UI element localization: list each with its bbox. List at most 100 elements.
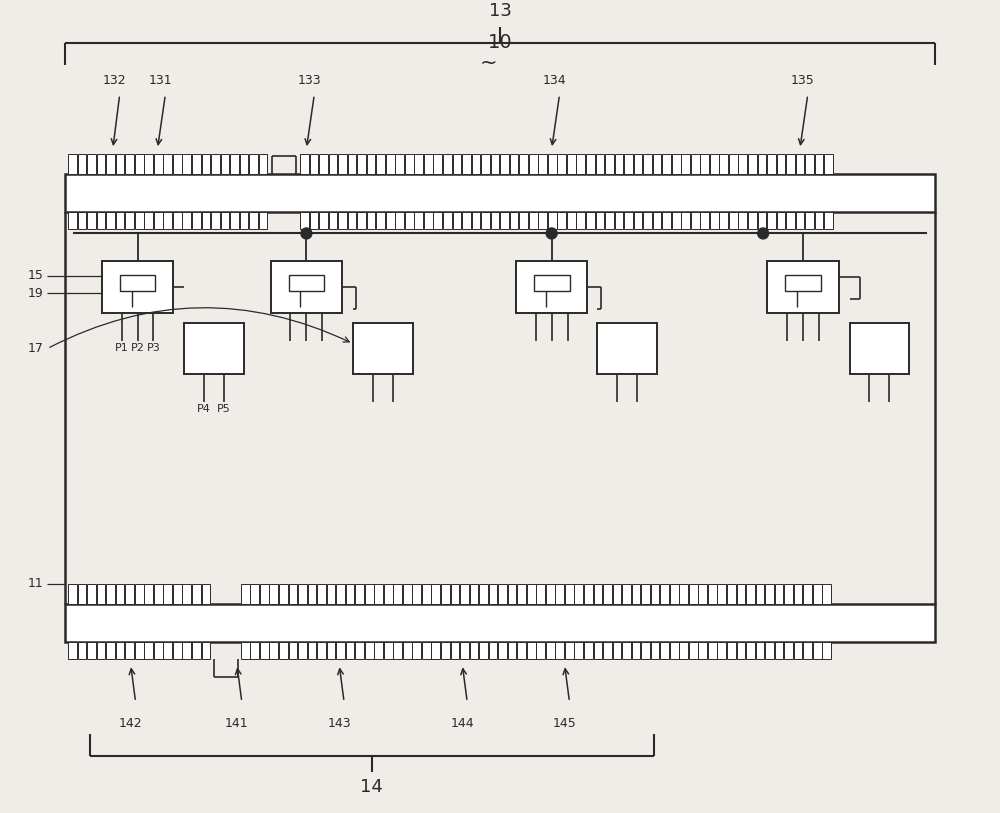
Bar xyxy=(279,584,288,604)
Bar xyxy=(700,211,709,229)
Bar xyxy=(211,211,220,229)
Bar xyxy=(451,584,459,604)
Bar xyxy=(433,211,442,229)
Bar xyxy=(269,584,278,604)
Bar xyxy=(327,641,335,659)
Bar xyxy=(584,641,593,659)
Bar xyxy=(78,584,86,604)
Bar xyxy=(738,154,747,174)
Bar xyxy=(519,211,528,229)
Bar xyxy=(516,261,587,313)
Text: P1: P1 xyxy=(115,342,129,353)
Bar xyxy=(756,584,764,604)
Bar xyxy=(211,154,220,174)
Text: P2: P2 xyxy=(131,342,145,353)
Bar xyxy=(163,641,172,659)
Bar xyxy=(357,211,366,229)
Bar xyxy=(202,154,210,174)
Bar xyxy=(230,154,239,174)
Bar xyxy=(68,584,77,604)
Bar xyxy=(767,154,776,174)
Bar xyxy=(805,154,814,174)
Bar xyxy=(794,584,802,604)
Bar xyxy=(737,584,745,604)
Bar xyxy=(327,584,335,604)
Bar xyxy=(727,584,736,604)
Bar xyxy=(546,641,555,659)
Text: 135: 135 xyxy=(791,74,815,87)
Bar xyxy=(453,154,461,174)
Text: P3: P3 xyxy=(147,342,160,353)
Bar xyxy=(412,641,421,659)
Bar xyxy=(624,211,633,229)
Bar xyxy=(481,211,490,229)
Bar xyxy=(192,641,201,659)
Bar xyxy=(576,211,585,229)
Bar xyxy=(557,154,566,174)
Bar xyxy=(777,154,785,174)
Bar xyxy=(182,154,191,174)
Bar xyxy=(815,154,823,174)
Bar xyxy=(479,584,488,604)
Bar xyxy=(603,584,612,604)
Text: P5: P5 xyxy=(217,404,231,414)
Bar xyxy=(300,154,309,174)
Bar xyxy=(68,641,77,659)
Bar xyxy=(395,154,404,174)
Bar xyxy=(651,584,659,604)
Bar xyxy=(355,584,364,604)
Bar xyxy=(605,154,614,174)
Bar xyxy=(510,211,518,229)
Bar xyxy=(279,641,288,659)
Bar xyxy=(708,584,717,604)
Bar xyxy=(184,323,244,375)
Bar xyxy=(538,154,547,174)
Bar xyxy=(767,211,776,229)
Bar xyxy=(567,154,576,174)
Bar xyxy=(534,275,570,291)
Bar xyxy=(163,211,172,229)
Bar xyxy=(481,154,490,174)
Bar xyxy=(708,641,717,659)
Bar xyxy=(597,323,657,375)
Bar xyxy=(462,211,471,229)
Bar xyxy=(756,641,764,659)
Bar xyxy=(106,584,115,604)
Bar xyxy=(538,211,547,229)
Bar xyxy=(259,154,267,174)
Bar xyxy=(815,211,823,229)
Bar xyxy=(632,641,640,659)
Bar xyxy=(824,154,833,174)
Bar xyxy=(803,584,812,604)
Bar xyxy=(672,211,681,229)
Bar xyxy=(376,211,385,229)
Bar xyxy=(786,154,795,174)
Bar xyxy=(422,641,431,659)
Bar xyxy=(154,641,163,659)
Circle shape xyxy=(758,228,769,239)
Bar xyxy=(202,584,210,604)
Bar xyxy=(329,211,337,229)
Bar xyxy=(574,641,583,659)
Bar xyxy=(412,584,421,604)
Bar xyxy=(527,584,536,604)
Bar xyxy=(660,584,669,604)
Bar xyxy=(78,154,86,174)
Bar xyxy=(653,154,661,174)
Bar xyxy=(403,584,412,604)
Bar xyxy=(622,641,631,659)
Bar xyxy=(729,211,738,229)
Bar xyxy=(346,584,354,604)
Bar xyxy=(250,584,259,604)
Bar xyxy=(785,275,821,291)
Bar xyxy=(367,211,375,229)
Bar xyxy=(641,584,650,604)
Bar xyxy=(681,211,690,229)
Bar xyxy=(289,584,297,604)
Bar xyxy=(462,154,471,174)
Bar xyxy=(717,584,726,604)
Bar xyxy=(97,154,105,174)
Bar xyxy=(154,154,163,174)
Bar xyxy=(106,211,115,229)
Bar xyxy=(125,154,134,174)
